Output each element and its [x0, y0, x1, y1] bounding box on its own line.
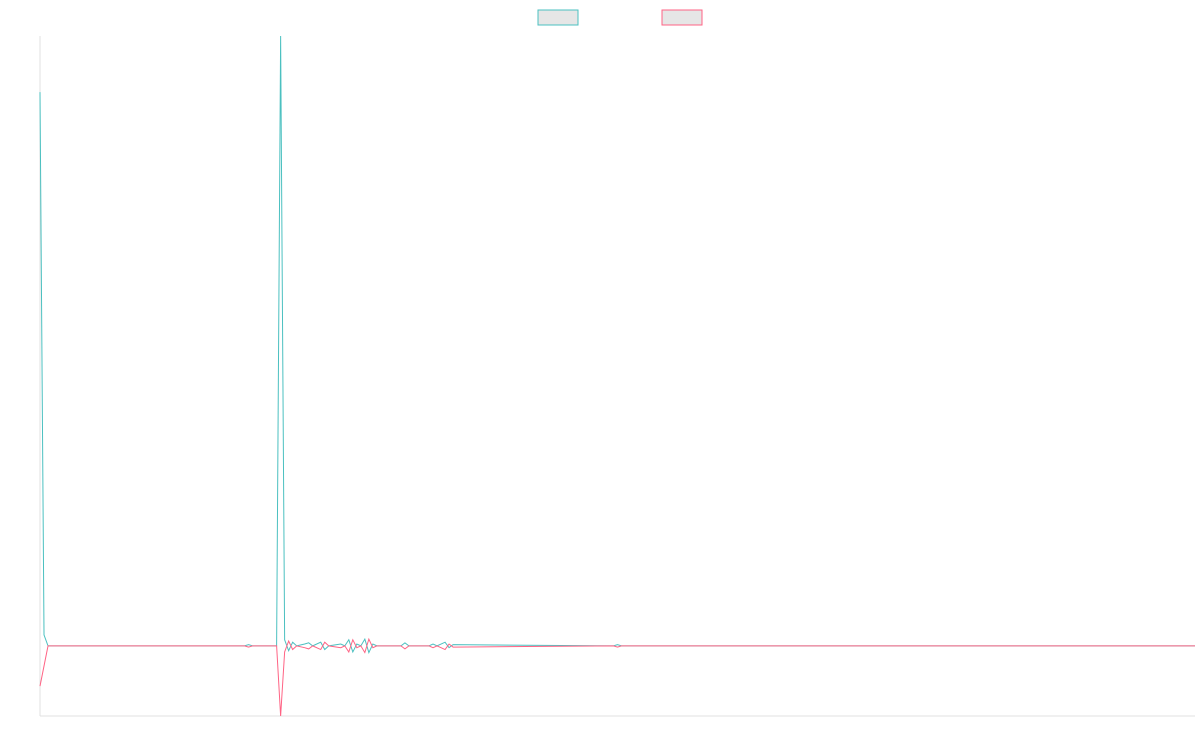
legend-swatch	[537, 9, 579, 26]
line-series	[39, 637, 1195, 717]
line-series	[39, 35, 1195, 654]
legend-swatch	[661, 9, 703, 26]
